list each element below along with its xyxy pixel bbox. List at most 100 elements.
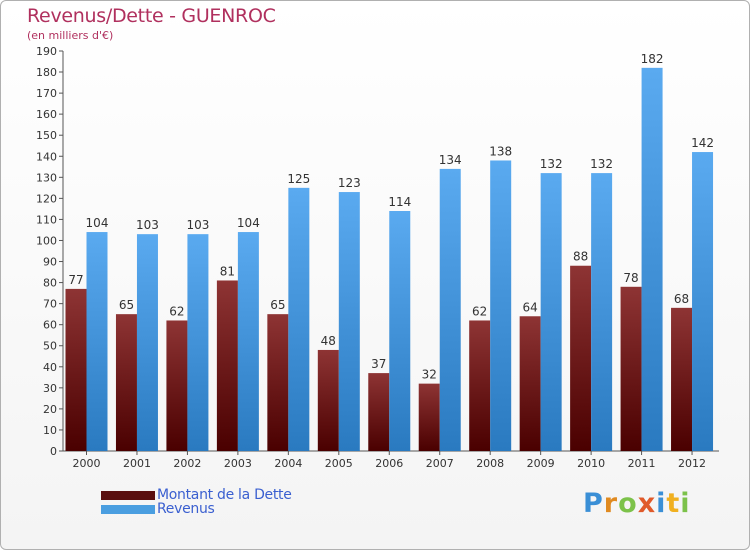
bar-debt-2011 [620, 286, 642, 451]
data-label-debt-2009: 64 [523, 300, 538, 314]
data-label-revenue-2008: 138 [489, 144, 512, 158]
legend-swatch-revenue [101, 504, 155, 514]
bar-revenue-2012 [692, 152, 714, 452]
bar-revenue-2007 [439, 168, 461, 452]
data-label-debt-2001: 65 [119, 298, 134, 312]
bar-debt-2000 [65, 288, 87, 451]
bar-revenue-2008 [490, 160, 512, 451]
bar-revenue-2000 [86, 232, 108, 451]
data-label-debt-2004: 65 [270, 298, 285, 312]
chart-subtitle: (en milliers d'€) [27, 29, 114, 42]
data-label-debt-2002: 62 [169, 304, 184, 318]
logo-letter: i [680, 488, 691, 519]
x-tick-label: 2003 [224, 457, 252, 470]
logo-letter: i [656, 488, 667, 519]
logo-letter: x [637, 488, 657, 519]
y-tick-label: 40 [43, 361, 57, 374]
y-tick-label: 110 [36, 213, 57, 226]
data-label-debt-2003: 81 [220, 264, 235, 278]
bar-debt-2004 [267, 314, 289, 451]
legend-label-debt: Montant de la Dette [157, 487, 292, 503]
y-tick-label: 0 [50, 445, 57, 458]
x-tick-label: 2006 [375, 457, 403, 470]
bar-revenue-2003 [237, 232, 259, 451]
data-label-revenue-2009: 132 [540, 157, 563, 171]
data-label-debt-2000: 77 [68, 273, 83, 287]
bar-debt-2003 [216, 280, 238, 451]
logo-letter: t [666, 488, 681, 519]
data-label-revenue-2010: 132 [590, 157, 613, 171]
data-label-revenue-2005: 123 [338, 176, 361, 190]
data-label-revenue-2004: 125 [287, 172, 310, 186]
data-label-revenue-2003: 104 [237, 216, 260, 230]
bar-debt-2001 [115, 314, 137, 451]
x-tick-label: 2007 [426, 457, 454, 470]
y-tick-label: 80 [43, 277, 57, 290]
data-label-revenue-2002: 103 [186, 218, 209, 232]
y-tick-label: 190 [36, 45, 57, 58]
y-tick-label: 130 [36, 171, 57, 184]
bar-revenue-2010 [591, 173, 613, 451]
x-tick-label: 2012 [678, 457, 706, 470]
y-tick-label: 170 [36, 87, 57, 100]
bar-revenue-2004 [288, 187, 310, 451]
x-tick-label: 2008 [476, 457, 504, 470]
y-tick-label: 150 [36, 129, 57, 142]
proxiti-logo: Proxiti [583, 488, 691, 519]
x-tick-label: 2005 [325, 457, 353, 470]
x-tick-label: 2010 [577, 457, 605, 470]
legend-item-revenue: Revenus [101, 501, 215, 517]
bar-debt-2002 [166, 320, 188, 451]
bar-debt-2012 [671, 307, 693, 451]
data-label-debt-2010: 88 [573, 250, 588, 264]
x-tick-label: 2011 [628, 457, 656, 470]
y-tick-label: 10 [43, 424, 57, 437]
logo-letter: P [583, 488, 604, 519]
legend-item-debt: Montant de la Dette [101, 487, 292, 503]
y-tick-label: 60 [43, 319, 57, 332]
x-tick-label: 2002 [173, 457, 201, 470]
data-label-debt-2005: 48 [321, 334, 336, 348]
y-tick-label: 20 [43, 403, 57, 416]
data-label-debt-2007: 32 [422, 368, 437, 382]
bar-debt-2010 [570, 265, 592, 451]
y-tick-label: 160 [36, 108, 57, 121]
y-tick-label: 90 [43, 256, 57, 269]
data-label-revenue-2011: 182 [641, 52, 664, 66]
bar-debt-2005 [317, 349, 339, 451]
bar-revenue-2001 [136, 234, 158, 451]
x-tick-label: 2004 [274, 457, 302, 470]
bar-revenue-2009 [540, 173, 562, 451]
x-tick-label: 2009 [527, 457, 555, 470]
bar-debt-2008 [469, 320, 491, 451]
data-label-revenue-2007: 134 [439, 153, 462, 167]
bar-revenue-2006 [389, 211, 411, 451]
y-tick-label: 140 [36, 150, 57, 163]
logo-letter: r [603, 488, 619, 519]
data-label-revenue-2001: 103 [136, 218, 159, 232]
x-tick-label: 2000 [73, 457, 101, 470]
data-label-debt-2008: 62 [472, 304, 487, 318]
bar-revenue-2005 [338, 192, 360, 452]
y-tick-label: 180 [36, 66, 57, 79]
chart-title: Revenus/Dette - GUENROC [27, 5, 276, 27]
y-tick-label: 30 [43, 382, 57, 395]
y-tick-label: 50 [43, 340, 57, 353]
bar-revenue-2002 [187, 234, 209, 451]
y-tick-label: 100 [36, 234, 57, 247]
data-label-debt-2006: 37 [371, 357, 386, 371]
bar-debt-2007 [418, 383, 440, 451]
data-label-debt-2012: 68 [674, 292, 689, 306]
y-tick-label: 120 [36, 192, 57, 205]
bar-revenue-2011 [641, 67, 663, 451]
legend-swatch-debt [101, 490, 155, 500]
legend-label-revenue: Revenus [157, 501, 215, 517]
y-tick-label: 70 [43, 298, 57, 311]
data-label-revenue-2000: 104 [86, 216, 109, 230]
bar-debt-2009 [519, 316, 541, 451]
x-tick-label: 2001 [123, 457, 151, 470]
logo-letter: o [618, 488, 638, 519]
bar-debt-2006 [368, 373, 390, 451]
